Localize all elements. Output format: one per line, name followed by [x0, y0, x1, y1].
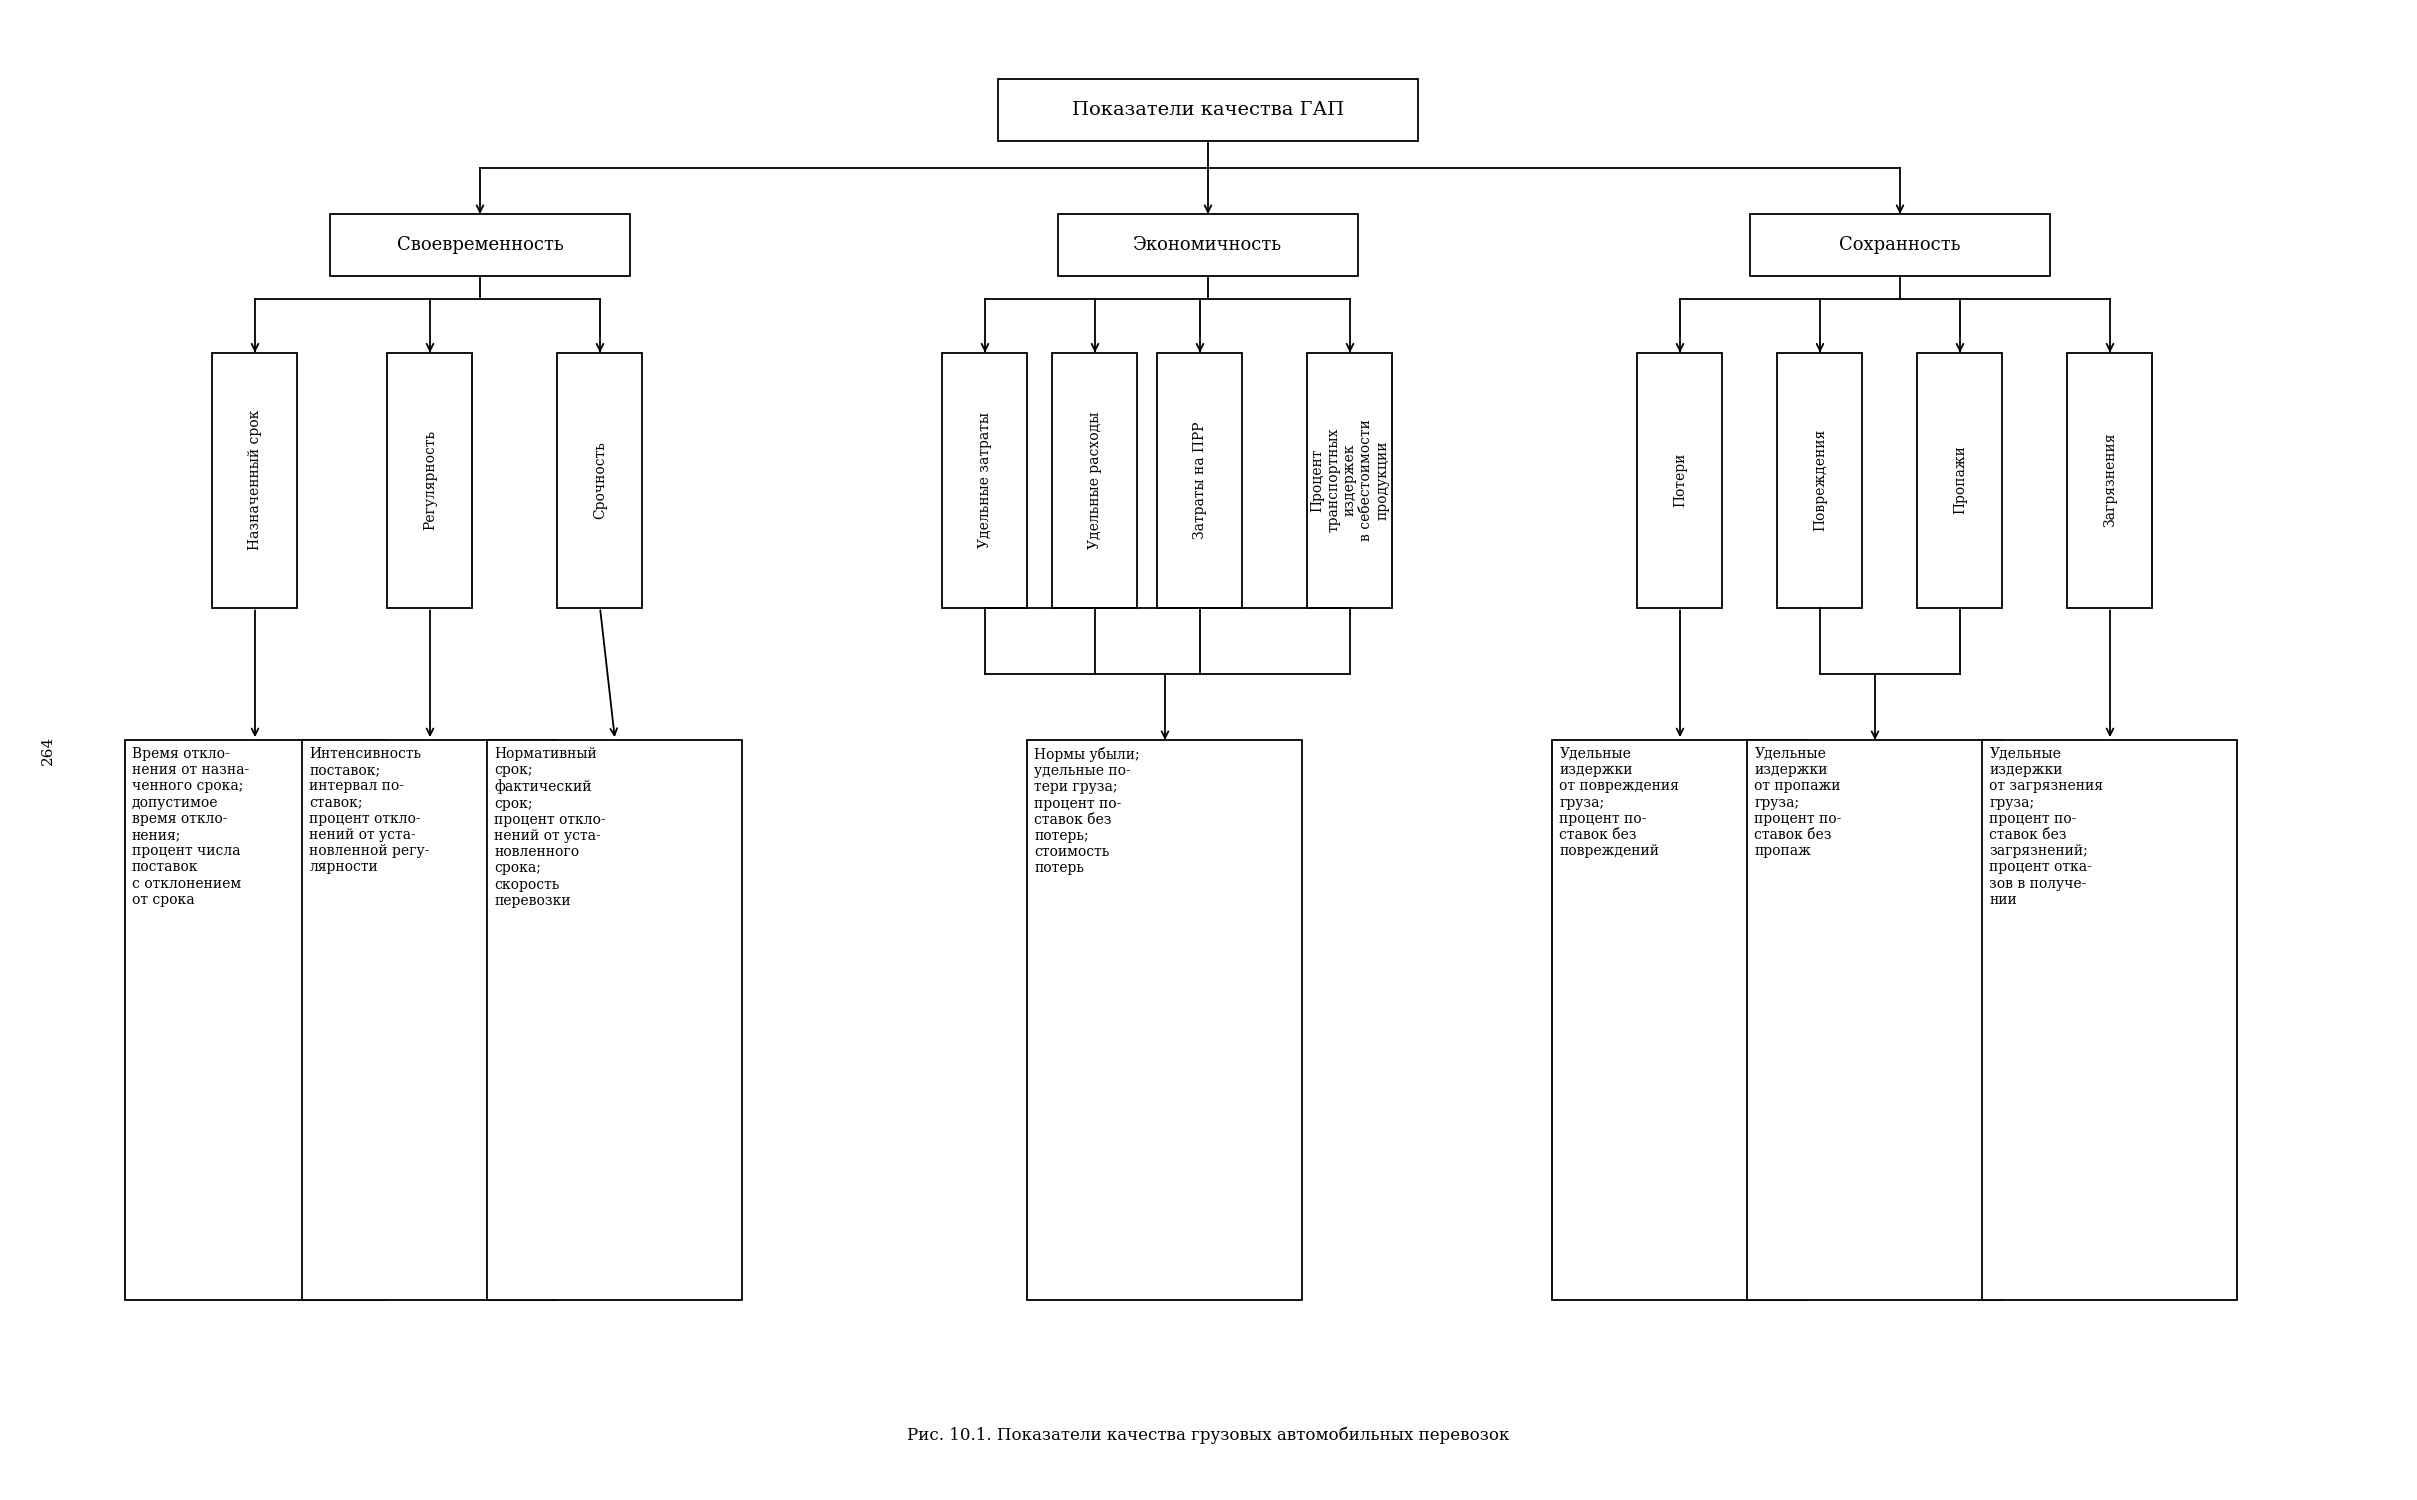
Text: Загрязнения: Загрязнения [2103, 432, 2117, 528]
Text: Пропажи: Пропажи [1953, 446, 1967, 514]
FancyBboxPatch shape [1776, 352, 1864, 608]
FancyBboxPatch shape [2067, 352, 2154, 608]
FancyBboxPatch shape [302, 740, 558, 1300]
FancyBboxPatch shape [1027, 740, 1303, 1300]
FancyBboxPatch shape [213, 352, 297, 608]
FancyBboxPatch shape [1917, 352, 2004, 608]
Text: Срочность: Срочность [592, 441, 607, 519]
Text: Своевременность: Своевременность [396, 236, 563, 254]
Text: Потери: Потери [1673, 453, 1687, 507]
FancyBboxPatch shape [1158, 352, 1242, 608]
FancyBboxPatch shape [1308, 352, 1392, 608]
FancyBboxPatch shape [998, 80, 1419, 141]
FancyBboxPatch shape [488, 740, 742, 1300]
Text: Процент
транспортных
издержек
в себестоимости
продукции: Процент транспортных издержек в себестои… [1310, 419, 1390, 542]
Text: 264: 264 [41, 735, 56, 765]
FancyBboxPatch shape [1747, 740, 2004, 1300]
Text: Экономичность: Экономичность [1134, 236, 1283, 254]
Text: Удельные
издержки
от повреждения
груза;
процент по-
ставок без
повреждений: Удельные издержки от повреждения груза; … [1559, 747, 1680, 858]
FancyBboxPatch shape [1051, 352, 1138, 608]
Text: Показатели качества ГАП: Показатели качества ГАП [1071, 100, 1344, 118]
FancyBboxPatch shape [558, 352, 643, 608]
Text: Назначенный срок: Назначенный срок [249, 410, 261, 550]
FancyBboxPatch shape [126, 740, 384, 1300]
Text: Сохранность: Сохранность [1839, 236, 1960, 254]
Text: Затраты на ПРР: Затраты на ПРР [1194, 422, 1206, 538]
FancyBboxPatch shape [1636, 352, 1723, 608]
Text: Удельные
издержки
от пропажи
груза;
процент по-
ставок без
пропаж: Удельные издержки от пропажи груза; проц… [1755, 747, 1842, 858]
FancyBboxPatch shape [387, 352, 471, 608]
Text: Нормы убыли;
удельные по-
тери груза;
процент по-
ставок без
потерь;
стоимость
п: Нормы убыли; удельные по- тери груза; пр… [1034, 747, 1141, 876]
Text: Повреждения: Повреждения [1813, 429, 1827, 531]
FancyBboxPatch shape [1750, 214, 2050, 276]
FancyBboxPatch shape [1552, 740, 1808, 1300]
Text: Удельные затраты: Удельные затраты [979, 413, 991, 548]
FancyBboxPatch shape [1059, 214, 1358, 276]
FancyBboxPatch shape [331, 214, 631, 276]
Text: Интенсивность
поставок;
интервал по-
ставок;
процент откло-
нений от уста-
новле: Интенсивность поставок; интервал по- ста… [309, 747, 430, 874]
Text: Регулярность: Регулярность [423, 430, 437, 530]
Text: Нормативный
срок;
фактический
срок;
процент откло-
нений от уста-
новленного
сро: Нормативный срок; фактический срок; проц… [495, 747, 607, 908]
FancyBboxPatch shape [943, 352, 1027, 608]
FancyBboxPatch shape [1982, 740, 2238, 1300]
Text: Удельные
издержки
от загрязнения
груза;
процент по-
ставок без
загрязнений;
проц: Удельные издержки от загрязнения груза; … [1989, 747, 2103, 908]
Text: Рис. 10.1. Показатели качества грузовых автомобильных перевозок: Рис. 10.1. Показатели качества грузовых … [906, 1426, 1508, 1443]
Text: Время откло-
нения от назна-
ченного срока;
допустимое
время откло-
нения;
проце: Время откло- нения от назна- ченного сро… [133, 747, 249, 908]
Text: Удельные расходы: Удельные расходы [1088, 411, 1102, 549]
